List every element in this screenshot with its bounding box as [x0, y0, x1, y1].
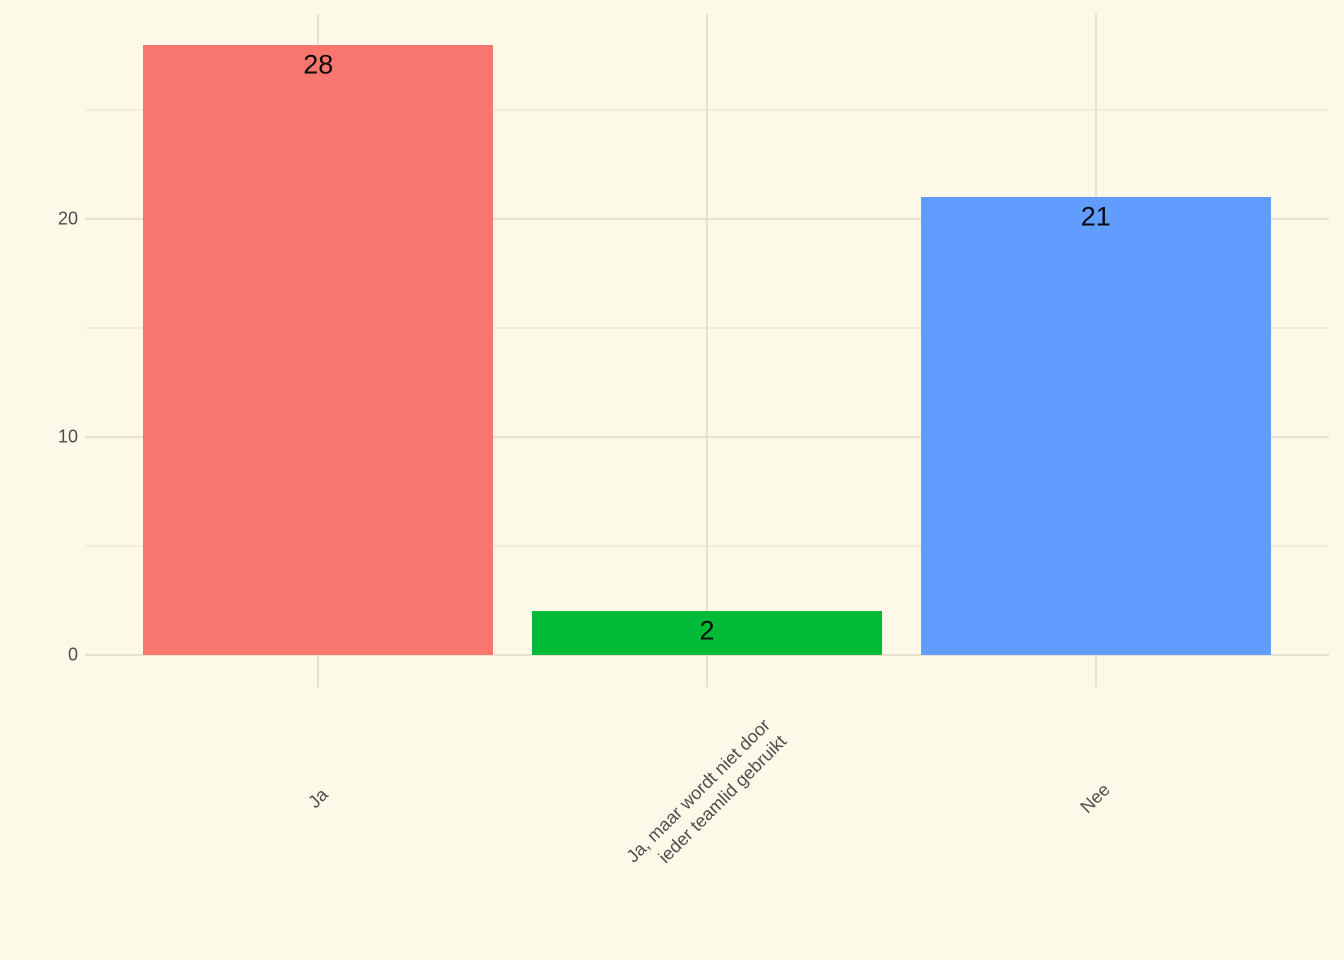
x-tick-label: Ja, maar wordt niet door ieder teamlid g…	[622, 714, 791, 867]
bar-value-label: 21	[1080, 201, 1111, 232]
y-tick-label: 10	[57, 426, 78, 447]
bar-value-label: 2	[699, 615, 715, 646]
major-gridline-x	[706, 14, 708, 687]
y-tick-label: 0	[67, 644, 78, 665]
bar-2	[532, 611, 882, 655]
y-tick-label: 20	[57, 208, 78, 229]
x-tick-label: Ja	[303, 784, 332, 813]
x-tick-label: Nee	[1076, 779, 1115, 818]
bar-value-label: 28	[303, 49, 334, 80]
bar-1	[143, 44, 494, 655]
bar-3	[920, 197, 1271, 655]
